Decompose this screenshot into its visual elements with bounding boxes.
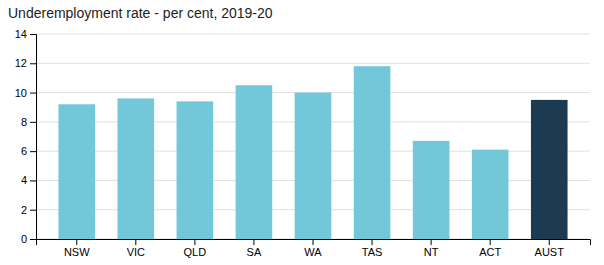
y-axis: 0 2 4 6 8 10 12 14: [15, 28, 37, 245]
y-tick: 0: [21, 233, 36, 245]
y-tick-mark: [30, 63, 36, 64]
y-tick-label: 14: [15, 28, 27, 40]
x-tick-label: NT: [424, 246, 439, 258]
x-tick-label: WA: [304, 246, 322, 258]
y-tick: 8: [21, 116, 36, 128]
x-tick: AUST: [535, 239, 565, 258]
x-tick-mark: [253, 239, 254, 245]
y-tick-mark: [30, 239, 36, 240]
x-tick: NSW: [64, 239, 90, 258]
y-tick: 6: [21, 145, 36, 157]
grid-line: [36, 34, 590, 35]
y-tick-mark: [30, 210, 36, 211]
y-tick: 2: [21, 204, 36, 216]
y-tick-label: 8: [21, 116, 27, 128]
x-tick: NT: [424, 239, 439, 258]
y-tick-mark: [30, 180, 36, 181]
bar: [472, 150, 509, 239]
bars: [58, 66, 567, 239]
y-tick-label: 10: [15, 87, 27, 99]
x-tick: WA: [304, 239, 322, 258]
y-tick-label: 4: [21, 174, 27, 186]
y-tick: 14: [15, 28, 36, 40]
x-tick-label: SA: [247, 246, 262, 258]
x-tick-label: TAS: [362, 246, 383, 258]
x-tick-label: ACT: [479, 246, 501, 258]
y-tick: 12: [15, 57, 36, 69]
y-tick-label: 2: [21, 204, 27, 216]
grid: [36, 34, 590, 239]
bar: [413, 141, 450, 239]
x-tick-mark: [76, 239, 77, 245]
x-axis: NSW VIC QLD SA WA TAS NT ACT AUST: [37, 239, 591, 258]
x-tick: VIC: [127, 239, 145, 258]
x-tick-mark: [135, 239, 136, 245]
plot: 0 2 4 6 8 10 12 14 NSW VIC QLD SA WA TAS NT ACT AUST: [15, 28, 591, 258]
x-tick-label: AUST: [535, 246, 565, 258]
y-tick-mark: [30, 34, 36, 35]
grid-line: [36, 63, 590, 64]
bar: [236, 85, 273, 239]
y-tick: 4: [21, 174, 36, 186]
y-tick-label: 12: [15, 57, 27, 69]
x-tick-mark: [549, 239, 550, 245]
bar: [58, 104, 95, 239]
x-tick: QLD: [184, 239, 207, 258]
y-tick-mark: [30, 151, 36, 152]
x-tick-label: QLD: [184, 246, 207, 258]
bar: [354, 66, 391, 239]
y-tick: 10: [15, 87, 36, 99]
x-tick-mark: [431, 239, 432, 245]
bar: [177, 101, 214, 239]
y-tick-mark: [30, 122, 36, 123]
y-tick-label: 6: [21, 145, 27, 157]
x-tick-mark: [313, 239, 314, 245]
chart: Underemployment rate - per cent, 2019-20…: [0, 0, 604, 265]
x-axis-line: [37, 240, 591, 246]
x-tick-mark: [194, 239, 195, 245]
x-tick-mark: [490, 239, 491, 245]
bar: [118, 98, 155, 239]
title: Underemployment rate - per cent, 2019-20: [8, 5, 273, 21]
x-tick: SA: [247, 239, 262, 258]
bar: [531, 100, 568, 239]
bar: [295, 93, 332, 239]
x-tick: TAS: [362, 239, 383, 258]
x-tick-label: NSW: [64, 246, 90, 258]
y-axis-line: [30, 35, 37, 240]
x-tick-mark: [372, 239, 373, 245]
y-tick-mark: [30, 93, 36, 94]
x-tick-label: VIC: [127, 246, 145, 258]
y-tick-label: 0: [21, 233, 27, 245]
x-tick: ACT: [479, 239, 501, 258]
